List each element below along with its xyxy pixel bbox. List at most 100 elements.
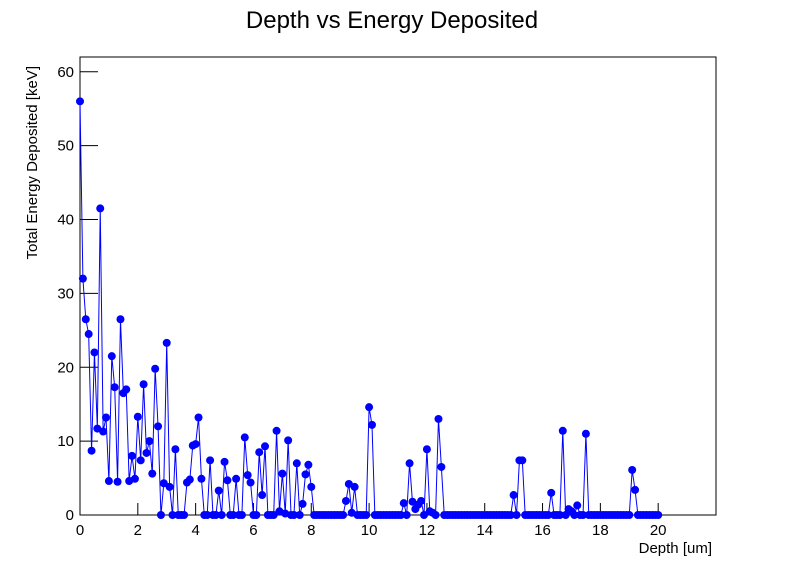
data-point xyxy=(154,422,163,431)
data-point xyxy=(90,348,99,357)
data-point xyxy=(405,459,414,468)
data-point xyxy=(113,477,122,486)
data-point xyxy=(206,456,215,465)
data-point xyxy=(284,436,293,445)
data-point xyxy=(145,437,154,446)
y-tick-label: 50 xyxy=(57,138,74,155)
data-point xyxy=(558,426,567,435)
data-point xyxy=(133,412,142,421)
x-axis-label: Depth [um] xyxy=(639,540,712,557)
data-point xyxy=(102,413,111,422)
data-point xyxy=(272,426,281,435)
data-point xyxy=(339,511,348,519)
data-point xyxy=(255,448,264,457)
data-point xyxy=(261,442,270,451)
data-point xyxy=(289,511,298,519)
data-point xyxy=(654,511,663,519)
data-point xyxy=(278,469,287,478)
data-point xyxy=(84,330,93,339)
data-point xyxy=(292,459,301,468)
data-point xyxy=(185,475,194,484)
y-tick-label: 0 xyxy=(66,507,74,524)
data-point xyxy=(220,457,229,466)
data-point xyxy=(197,474,206,483)
chart-title: Depth vs Energy Deposited xyxy=(246,7,538,34)
data-point xyxy=(130,474,139,483)
data-point xyxy=(191,440,200,449)
data-point xyxy=(295,511,304,519)
data-point xyxy=(573,501,582,510)
x-tick-label: 16 xyxy=(534,522,551,539)
data-point xyxy=(76,97,84,106)
data-point xyxy=(148,469,157,478)
data-point xyxy=(304,460,313,469)
data-point xyxy=(437,462,446,471)
data-point xyxy=(431,511,440,519)
data-point xyxy=(240,433,249,442)
data-point xyxy=(307,482,316,491)
data-point xyxy=(110,383,119,392)
x-tick-label: 8 xyxy=(307,522,315,539)
data-point xyxy=(365,403,374,412)
data-point xyxy=(420,511,429,519)
data-point xyxy=(298,499,307,508)
y-tick-label: 20 xyxy=(57,359,74,376)
data-point xyxy=(128,451,137,460)
data-point xyxy=(194,413,203,422)
data-point xyxy=(81,315,90,324)
data-point xyxy=(301,470,310,479)
data-point xyxy=(99,427,108,436)
data-point xyxy=(512,511,521,519)
y-tick-label: 10 xyxy=(57,433,74,450)
data-point xyxy=(434,414,443,423)
data-point xyxy=(246,478,255,487)
data-point xyxy=(87,446,96,455)
data-point xyxy=(203,511,212,519)
data-point xyxy=(518,456,527,465)
data-point xyxy=(237,511,246,519)
data-point xyxy=(625,511,634,519)
data-point xyxy=(211,511,220,519)
data-point xyxy=(243,471,252,480)
data-point xyxy=(232,474,241,483)
x-tick-label: 6 xyxy=(249,522,257,539)
data-point xyxy=(162,338,171,347)
data-point xyxy=(269,511,278,519)
data-point xyxy=(628,465,637,474)
data-point xyxy=(142,448,151,457)
data-point xyxy=(78,274,87,283)
data-point xyxy=(139,380,148,389)
data-point xyxy=(104,477,113,486)
data-point xyxy=(509,491,518,500)
y-tick-label: 30 xyxy=(57,285,74,302)
x-tick-label: 20 xyxy=(650,522,667,539)
x-tick-label: 0 xyxy=(76,522,84,539)
data-point xyxy=(217,511,226,519)
data-point xyxy=(579,511,588,519)
data-point xyxy=(362,511,371,519)
data-point xyxy=(96,204,105,213)
data-point xyxy=(422,445,431,454)
data-point xyxy=(396,511,405,519)
data-point xyxy=(341,496,350,505)
data-point xyxy=(506,511,515,519)
data-point xyxy=(168,511,177,519)
data-point xyxy=(116,315,125,324)
data-point xyxy=(107,352,116,361)
y-tick-label: 60 xyxy=(57,64,74,81)
data-point xyxy=(159,479,168,488)
data-point xyxy=(156,511,165,519)
data-point xyxy=(581,429,590,438)
data-point xyxy=(229,511,238,519)
data-point xyxy=(214,486,223,495)
x-tick-label: 2 xyxy=(134,522,142,539)
data-point xyxy=(223,476,232,485)
data-point xyxy=(417,496,426,505)
x-tick-label: 12 xyxy=(419,522,436,539)
data-point xyxy=(367,420,376,429)
x-tick-label: 10 xyxy=(361,522,378,539)
data-point xyxy=(136,456,145,465)
data-point xyxy=(258,491,267,500)
